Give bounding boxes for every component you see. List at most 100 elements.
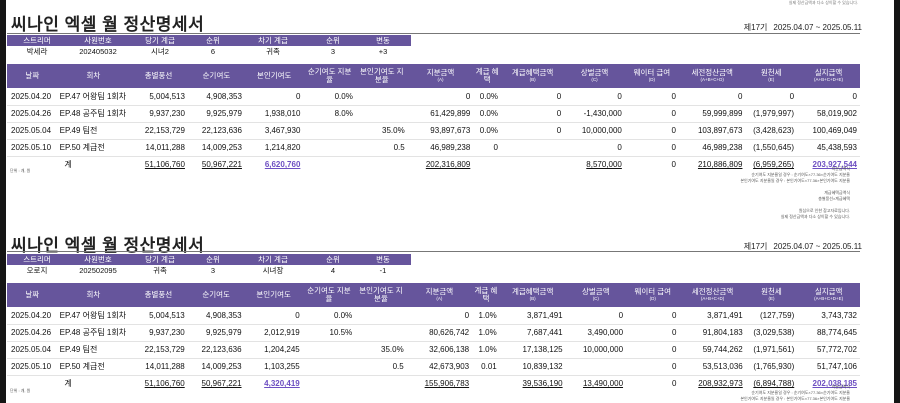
table-cell: 2,012,919 [244, 324, 303, 342]
date-cell: 2025.04.20 [7, 88, 58, 106]
info-header: 스트리머 [7, 254, 67, 265]
table-cell: 0.5 [355, 358, 407, 376]
rank-change: -1 [355, 265, 411, 276]
table-cell: (3,428,623) [745, 122, 798, 140]
table-cell: 4,908,353 [187, 307, 245, 325]
col-header: 원천세 (E) [745, 64, 798, 88]
table-cell [565, 358, 627, 376]
table-cell: 1,214,820 [244, 139, 304, 157]
table-cell: 0 [678, 88, 746, 106]
info-header-row: 스트리머 사원번호 당기 계급 순위 차기 계급 순위 변동 [7, 254, 411, 265]
col-header: 본인기여도 [244, 64, 304, 88]
table-cell: 22,123,636 [187, 122, 245, 140]
table-cell: 91,804,183 [679, 324, 746, 342]
current-position: 3 [191, 265, 235, 276]
table-cell: 10,000,000 [565, 341, 627, 359]
table-cell [355, 88, 408, 106]
table-cell: 14,009,253 [187, 139, 245, 157]
table-cell: 3,490,000 [565, 324, 627, 342]
info-header: 순위 [311, 35, 355, 46]
table-cell: 1.0% [472, 324, 500, 342]
period-range: 2025.04.07 ~ 2025.05.11 [773, 242, 862, 251]
table-cell: (127,759) [745, 307, 798, 325]
table-cell: 93,897,673 [407, 122, 474, 140]
table-row: 2025.05.10 EP.50 계급전 14,011,288 14,009,253 1… [7, 358, 860, 376]
total-cell: 208,932,973 [698, 379, 743, 389]
total-cell [473, 156, 501, 173]
info-header: 순위 [311, 254, 355, 265]
table-cell: 1,204,245 [244, 341, 303, 359]
info-header: 사원번호 [67, 254, 129, 265]
info-header: 스트리머 [7, 35, 67, 46]
formula-notes: 지분금액식 순기여도 지분율일 경우 : 순기여도×77.36×순기여도 지분율… [740, 384, 850, 401]
table-cell: (1,550,645) [745, 139, 798, 157]
total-cell: (6,959,265) [753, 160, 795, 170]
col-header: 세전정산금액 (A+B+C+D) [679, 283, 746, 307]
current-position: 6 [191, 46, 235, 57]
table-cell: 0 [797, 88, 860, 106]
table-cell: 42,673,903 [406, 358, 473, 376]
table-cell: 0 [500, 105, 565, 123]
episode-cell: EP.47 어왕팀 1회차 [57, 307, 130, 325]
table-cell [303, 122, 356, 140]
table-cell: 0 [473, 139, 501, 157]
table-cell: 14,009,253 [187, 358, 245, 376]
total-cell: 155,906,783 [424, 379, 470, 389]
table-row: 2025.05.10 EP.50 계급전 14,011,288 14,009,253 1… [7, 139, 860, 157]
top-note: 실제 정산금액과 다소 상이할 수 있습니다. [788, 0, 858, 5]
table-cell: 0 [624, 88, 679, 106]
streamer-name: 오로지 [7, 265, 67, 276]
table-cell: 103,897,673 [678, 122, 746, 140]
table-cell: 10,839,132 [499, 358, 566, 376]
total-row: 계 51,106,760 50,967,221 4,320,419 155,90… [7, 375, 860, 392]
total-cell: 0 [671, 160, 676, 170]
streamer-name: 박세라 [7, 46, 67, 57]
next-rank: 귀족 [235, 46, 311, 57]
col-header: 회차 [57, 283, 130, 307]
next-position: 4 [311, 265, 355, 276]
total-cell: 51,106,760 [144, 379, 185, 389]
current-rank: 시녀2 [129, 46, 191, 57]
info-header: 당기 계급 [129, 35, 191, 46]
col-header: 지분금액 (A) [406, 283, 473, 307]
col-header: 본인기여도 [244, 283, 303, 307]
table-cell [500, 139, 565, 157]
info-header: 순위 [191, 254, 235, 265]
table-cell: 1.0% [472, 341, 500, 359]
table-row: 2025.04.26 EP.48 공주팀 1회차 9,937,230 9,925,97… [7, 105, 860, 123]
rank-change: +3 [355, 46, 411, 57]
table-cell: 7,687,441 [499, 324, 566, 342]
table-cell: 58,019,902 [797, 105, 860, 123]
table-cell: 32,606,138 [406, 341, 473, 359]
total-cell: 6,620,760 [264, 160, 301, 170]
table-cell: 46,989,238 [678, 139, 746, 157]
settlement-table: 날짜 회차 총별풍선 순기여도 본인기여도 순기여도 지분율 본인기여도 지분율… [7, 64, 860, 173]
table-cell: 4,908,353 [187, 88, 245, 106]
col-header: 순기여도 [187, 64, 245, 88]
unit-note: 단위 : 개, 원 [10, 388, 31, 393]
episode-cell: EP.50 계급전 [57, 358, 130, 376]
period-range: 2025.04.07 ~ 2025.05.11 [773, 23, 862, 32]
statement-period: 제17기 2025.04.07 ~ 2025.05.11 [738, 241, 862, 252]
table-cell: 0 [500, 88, 565, 106]
table-cell: 22,153,729 [129, 341, 188, 359]
table-row: 2025.04.20 EP.47 어왕팀 1회차 5,004,513 4,908,35… [7, 307, 860, 325]
table-cell: 0.0% [302, 307, 356, 325]
total-cell: 203,927,544 [812, 160, 858, 170]
table-cell: 0.0% [473, 122, 501, 140]
table-cell: 9,937,230 [129, 105, 188, 123]
table-cell: 22,153,729 [129, 122, 188, 140]
table-cell: 1.0% [472, 307, 500, 325]
col-header: 순기여도 [187, 283, 245, 307]
employee-number: 202502095 [67, 265, 129, 276]
title-rule [7, 33, 860, 34]
col-header: 날짜 [7, 283, 58, 307]
statement-title: 씨나인 엑셀 월 정산명세서 [11, 15, 205, 34]
total-cell [356, 156, 408, 173]
total-label: 계 [64, 160, 72, 170]
table-cell: 0.5 [355, 139, 408, 157]
table-row: 2025.05.04 EP.49 팀전 22,153,729 22,123,636 1,… [7, 341, 860, 359]
next-rank: 시녀장 [235, 265, 311, 276]
current-rank: 귀족 [129, 265, 191, 276]
